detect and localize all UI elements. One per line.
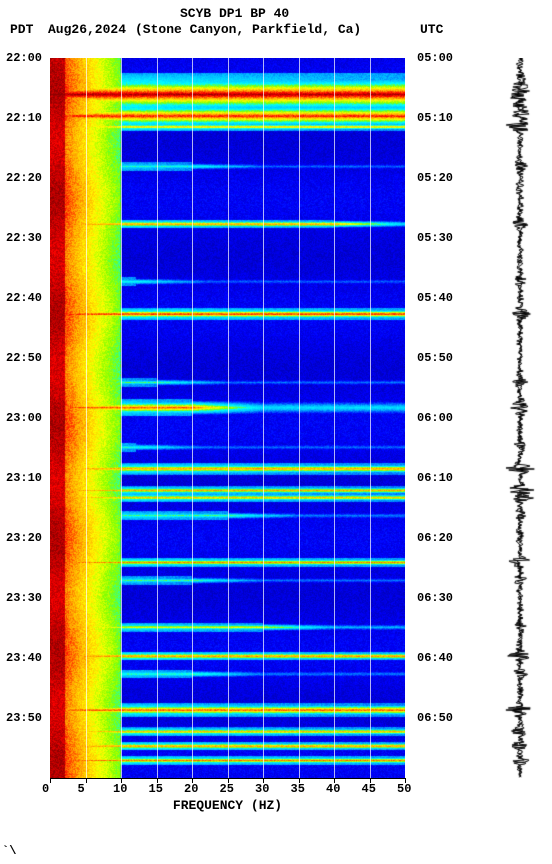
date-label: Aug26,2024 [48, 22, 126, 37]
y-right-tick-label: 06:00 [417, 411, 453, 425]
x-tick-label: 40 [326, 782, 340, 796]
y-right-tick-label: 06:10 [417, 471, 453, 485]
y-right-tick-label: 06:40 [417, 651, 453, 665]
station-label: (Stone Canyon, Parkfield, Ca) [135, 22, 361, 37]
tz-left-label: PDT [10, 22, 33, 37]
chart-title: SCYB DP1 BP 40 [180, 6, 289, 21]
y-left-tick-label: 23:10 [6, 471, 42, 485]
spectrogram-panel [50, 58, 405, 778]
gridline [405, 58, 406, 778]
y-right-tick-label: 06:30 [417, 591, 453, 605]
seismogram-panel [500, 58, 540, 778]
y-right-tick-label: 05:50 [417, 351, 453, 365]
y-left-tick-label: 23:30 [6, 591, 42, 605]
y-left-tick-label: 23:40 [6, 651, 42, 665]
x-tick-label: 15 [149, 782, 163, 796]
x-axis-title: FREQUENCY (HZ) [0, 798, 455, 813]
x-tick-label: 50 [397, 782, 411, 796]
gridline [121, 58, 122, 778]
x-tick-label: 5 [78, 782, 85, 796]
tz-right-label: UTC [420, 22, 443, 37]
y-left-tick-label: 22:10 [6, 111, 42, 125]
y-right-tick-label: 05:00 [417, 51, 453, 65]
y-right-tick-label: 05:40 [417, 291, 453, 305]
x-tick-label: 35 [291, 782, 305, 796]
y-left-tick-label: 22:20 [6, 171, 42, 185]
y-left-tick-label: 23:20 [6, 531, 42, 545]
gridline [192, 58, 193, 778]
y-right-tick-label: 05:20 [417, 171, 453, 185]
gridline [334, 58, 335, 778]
x-tick [86, 778, 87, 783]
gridline [370, 58, 371, 778]
x-tick-label: 45 [362, 782, 376, 796]
x-tick [50, 778, 51, 783]
x-tick-label: 20 [184, 782, 198, 796]
y-left-tick-label: 23:00 [6, 411, 42, 425]
y-left-tick-label: 22:50 [6, 351, 42, 365]
x-tick-label: 25 [220, 782, 234, 796]
y-left-tick-label: 22:00 [6, 51, 42, 65]
y-left-tick-label: 22:40 [6, 291, 42, 305]
y-right-tick-label: 06:50 [417, 711, 453, 725]
x-tick-label: 10 [113, 782, 127, 796]
y-left-tick-label: 22:30 [6, 231, 42, 245]
corner-mark: `\ [2, 844, 16, 858]
y-right-tick-label: 06:20 [417, 531, 453, 545]
gridline [228, 58, 229, 778]
gridline [86, 58, 87, 778]
x-tick-label: 30 [255, 782, 269, 796]
seismogram-canvas [500, 58, 540, 778]
y-left-tick-label: 23:50 [6, 711, 42, 725]
gridline [157, 58, 158, 778]
y-right-tick-label: 05:30 [417, 231, 453, 245]
x-tick-label: 0 [42, 782, 49, 796]
gridline [299, 58, 300, 778]
y-right-tick-label: 05:10 [417, 111, 453, 125]
gridline [263, 58, 264, 778]
